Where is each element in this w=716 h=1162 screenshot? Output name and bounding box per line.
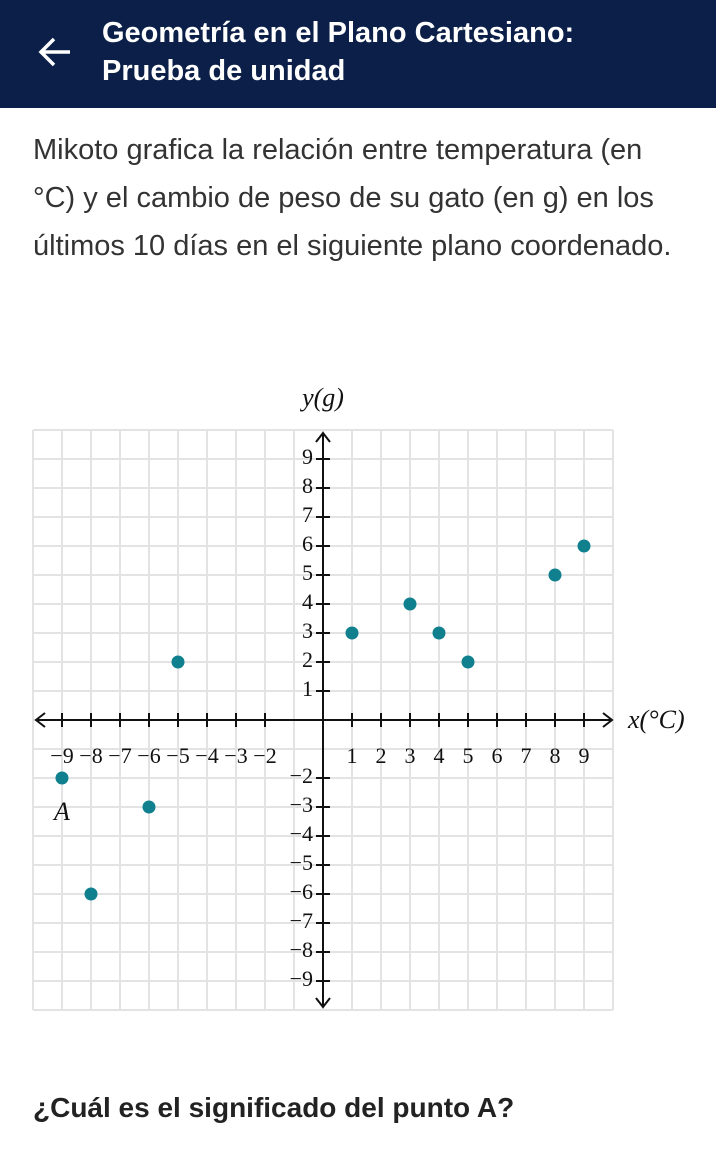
x-tick-label: 8 bbox=[550, 743, 561, 768]
x-tick-label: −8 bbox=[79, 743, 102, 768]
x-axis-label: x(°C) bbox=[627, 705, 685, 734]
point bbox=[548, 568, 562, 582]
x-tick-label: 4 bbox=[434, 743, 445, 768]
x-tick-label: −2 bbox=[253, 743, 276, 768]
point bbox=[171, 655, 185, 669]
x-tick-label: 1 bbox=[347, 743, 358, 768]
y-axis-label: y(g) bbox=[299, 383, 344, 412]
x-tick-label: −5 bbox=[166, 743, 189, 768]
x-tick-label: −7 bbox=[108, 743, 131, 768]
point bbox=[461, 655, 475, 669]
y-tick-label: 3 bbox=[302, 618, 313, 643]
question-prompt: ¿Cuál es el significado del punto A? bbox=[33, 1092, 515, 1123]
x-tick-label: 7 bbox=[521, 743, 532, 768]
y-tick-label: 4 bbox=[302, 589, 313, 614]
y-tick-label: 2 bbox=[302, 647, 313, 672]
y-tick-label: −7 bbox=[290, 908, 313, 933]
y-tick-label: −6 bbox=[290, 879, 313, 904]
axis-arrow bbox=[34, 431, 614, 1009]
x-tick-label: 5 bbox=[463, 743, 474, 768]
point bbox=[403, 597, 417, 611]
point bbox=[345, 626, 359, 640]
x-tick-label: −4 bbox=[195, 743, 218, 768]
x-tick-label: 3 bbox=[405, 743, 416, 768]
y-tick-label: −5 bbox=[290, 850, 313, 875]
y-tick-label: 6 bbox=[302, 531, 313, 556]
header: Geometría en el Plano Cartesiano: Prueba… bbox=[0, 0, 716, 108]
y-tick-label: 9 bbox=[302, 444, 313, 469]
y-tick-label: −9 bbox=[290, 966, 313, 991]
y-tick-label: −2 bbox=[290, 763, 313, 788]
header-title: Geometría en el Plano Cartesiano: Prueba… bbox=[102, 17, 575, 87]
point bbox=[432, 626, 446, 640]
question-text: Mikoto grafica la relación entre tempera… bbox=[33, 134, 672, 262]
x-tick-label: −9 bbox=[50, 743, 73, 768]
y-tick-label: 1 bbox=[302, 676, 313, 701]
x-tick-label: 2 bbox=[376, 743, 387, 768]
y-tick-label: −8 bbox=[290, 937, 313, 962]
back-arrow[interactable] bbox=[36, 32, 76, 72]
x-tick-label: 6 bbox=[492, 743, 503, 768]
point-annotation: A bbox=[52, 797, 70, 826]
point bbox=[142, 800, 156, 814]
y-tick-label: −3 bbox=[290, 792, 313, 817]
y-tick-label: 7 bbox=[302, 502, 313, 527]
x-tick-label: −3 bbox=[224, 743, 247, 768]
y-tick-label: −4 bbox=[290, 821, 313, 846]
chart: −9 −8 −7 −6 −5 −4 −3 −2 1 2 3 4 5 6 7 8 9−9−8−7−6−5−4−3−… bbox=[32, 383, 685, 1011]
y-tick-label: 5 bbox=[302, 560, 313, 585]
point bbox=[84, 887, 98, 901]
point bbox=[577, 539, 591, 553]
y-tick-label: 8 bbox=[302, 473, 313, 498]
x-tick-label: 9 bbox=[579, 743, 590, 768]
x-tick-label: −6 bbox=[137, 743, 160, 768]
point bbox=[55, 771, 69, 785]
